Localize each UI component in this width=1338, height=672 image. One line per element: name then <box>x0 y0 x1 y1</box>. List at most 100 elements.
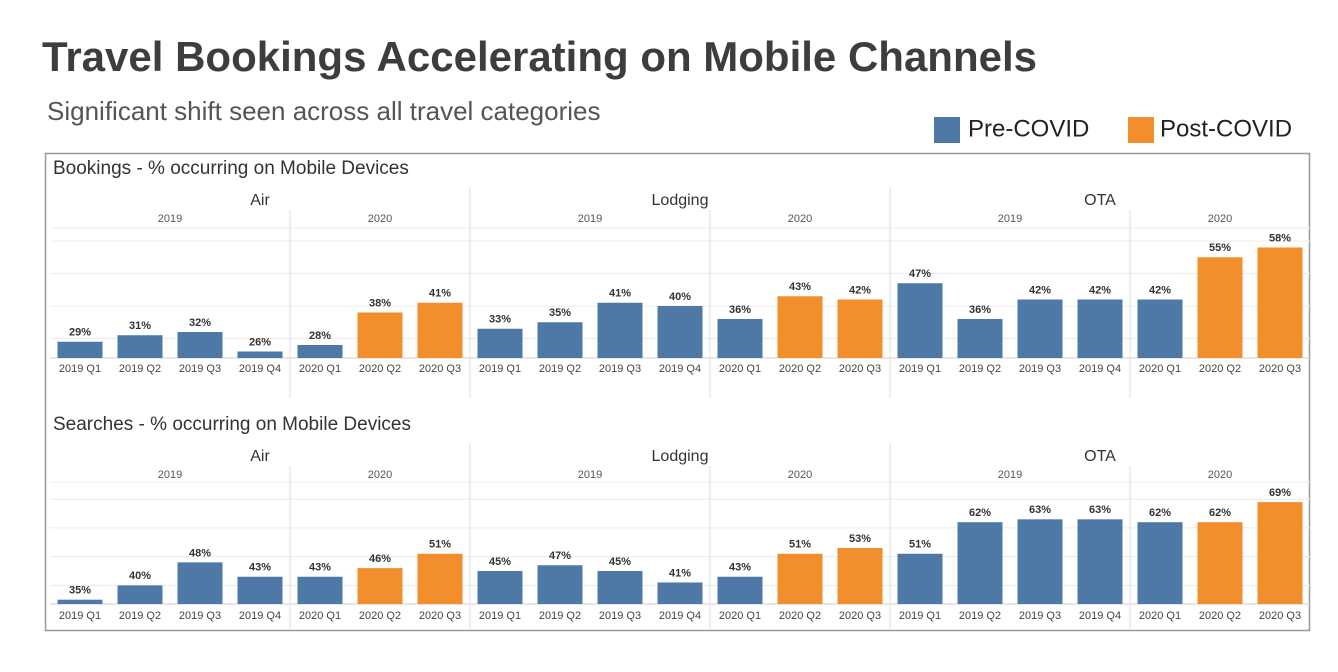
x-tick-label: 2019 Q3 <box>1019 363 1061 375</box>
x-tick-label: 2019 Q4 <box>239 363 281 375</box>
bar <box>777 296 823 358</box>
value-label: 42% <box>1029 284 1051 296</box>
bar <box>1017 299 1063 358</box>
bar <box>477 570 523 604</box>
bar <box>177 332 223 358</box>
x-tick-label: 2019 Q2 <box>539 363 581 375</box>
value-label: 58% <box>1269 232 1291 244</box>
bar <box>957 319 1003 358</box>
x-tick-label: 2020 Q2 <box>359 610 401 622</box>
legend-label: Pre-COVID <box>968 115 1089 142</box>
bar <box>717 576 763 604</box>
bar <box>597 570 643 604</box>
x-tick-label: 2019 Q3 <box>1019 610 1061 622</box>
year-label: 2019 <box>578 469 602 481</box>
year-label: 2020 <box>788 213 812 225</box>
year-label: 2019 <box>158 469 182 481</box>
value-label: 63% <box>1029 504 1051 516</box>
subtitle: Significant shift seen across all travel… <box>47 96 601 126</box>
bar <box>657 582 703 604</box>
value-label: 40% <box>669 291 691 303</box>
value-label: 26% <box>249 336 271 348</box>
bar <box>417 302 463 358</box>
x-tick-label: 2020 Q2 <box>1199 610 1241 622</box>
value-label: 41% <box>609 288 631 300</box>
bar <box>297 576 343 604</box>
x-tick-label: 2020 Q2 <box>1199 363 1241 375</box>
x-tick-label: 2020 Q1 <box>719 610 761 622</box>
x-tick-label: 2020 Q1 <box>1139 610 1181 622</box>
group-name: Lodging <box>652 448 709 465</box>
x-tick-label: 2019 Q3 <box>599 610 641 622</box>
bar <box>297 345 343 358</box>
x-tick-label: 2020 Q1 <box>299 610 341 622</box>
bar <box>237 351 283 358</box>
bar <box>1197 522 1243 604</box>
x-tick-label: 2019 Q1 <box>479 363 521 375</box>
value-label: 51% <box>429 539 451 551</box>
panel-title: Bookings - % occurring on Mobile Devices <box>53 158 409 179</box>
bar <box>117 585 163 604</box>
legend-swatch <box>1128 117 1154 143</box>
value-label: 62% <box>969 507 991 519</box>
year-label: 2020 <box>368 469 392 481</box>
x-tick-label: 2020 Q1 <box>299 363 341 375</box>
bar <box>417 553 463 604</box>
x-tick-label: 2020 Q1 <box>1139 363 1181 375</box>
group-name: Lodging <box>652 192 709 209</box>
bar <box>897 553 943 604</box>
value-label: 43% <box>789 281 811 293</box>
value-label: 45% <box>489 556 511 568</box>
x-tick-label: 2019 Q3 <box>179 363 221 375</box>
value-label: 31% <box>129 320 151 332</box>
x-tick-label: 2020 Q3 <box>1259 363 1301 375</box>
x-tick-label: 2019 Q2 <box>959 363 1001 375</box>
value-label: 41% <box>429 288 451 300</box>
value-label: 42% <box>1089 284 1111 296</box>
x-tick-label: 2019 Q3 <box>179 610 221 622</box>
value-label: 62% <box>1149 507 1171 519</box>
panel-frame <box>44 152 1311 632</box>
value-label: 43% <box>249 562 271 574</box>
bar <box>1017 519 1063 604</box>
x-tick-label: 2020 Q3 <box>419 610 461 622</box>
bar <box>657 306 703 358</box>
bar <box>1197 257 1243 358</box>
x-tick-label: 2020 Q3 <box>839 363 881 375</box>
x-tick-label: 2019 Q2 <box>959 610 1001 622</box>
group-name: Air <box>250 192 270 209</box>
bar <box>897 283 943 358</box>
value-label: 32% <box>189 317 211 329</box>
x-tick-label: 2019 Q1 <box>899 363 941 375</box>
x-tick-label: 2019 Q4 <box>1079 610 1121 622</box>
bar <box>357 312 403 358</box>
value-label: 36% <box>969 304 991 316</box>
bar <box>57 341 103 358</box>
year-label: 2020 <box>1208 469 1232 481</box>
bar <box>537 565 583 604</box>
x-tick-label: 2020 Q3 <box>839 610 881 622</box>
x-tick-label: 2019 Q2 <box>119 363 161 375</box>
x-tick-label: 2019 Q2 <box>539 610 581 622</box>
year-label: 2019 <box>158 213 182 225</box>
value-label: 51% <box>789 539 811 551</box>
group-name: OTA <box>1084 448 1116 465</box>
group-name: Air <box>250 448 270 465</box>
value-label: 28% <box>309 330 331 342</box>
value-label: 35% <box>69 585 91 597</box>
bar <box>117 335 163 358</box>
bar <box>1137 299 1183 358</box>
year-label: 2020 <box>1208 213 1232 225</box>
x-tick-label: 2020 Q3 <box>1259 610 1301 622</box>
year-label: 2020 <box>788 469 812 481</box>
x-tick-label: 2019 Q1 <box>59 610 101 622</box>
bar <box>1077 299 1123 358</box>
x-tick-label: 2020 Q2 <box>359 363 401 375</box>
value-label: 41% <box>669 567 691 579</box>
bar <box>537 322 583 358</box>
bar <box>177 562 223 604</box>
value-label: 47% <box>909 268 931 280</box>
legend-label: Post-COVID <box>1160 115 1292 142</box>
value-label: 55% <box>1209 242 1231 254</box>
